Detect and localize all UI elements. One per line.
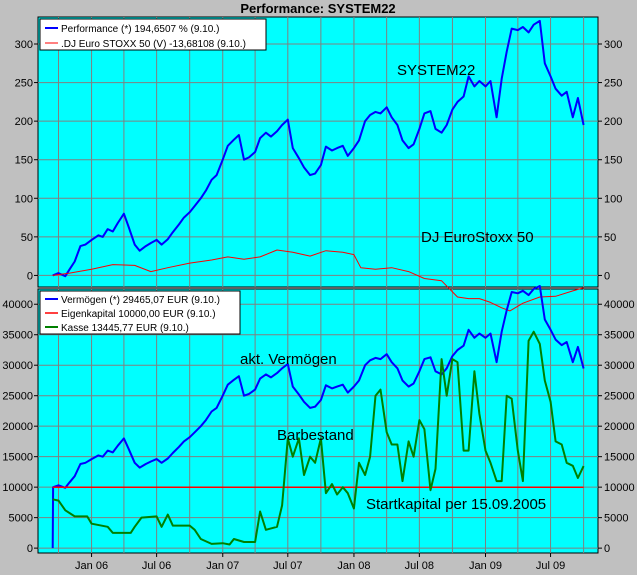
bottom-legend-box [39, 290, 241, 335]
bottom-left-tick-label: 10000 [2, 482, 33, 494]
bottom-left-tick-label: 35000 [2, 330, 33, 342]
bottom-legend-label-eigenkapital: Eigenkapital 10000,00 EUR (9.10.) [61, 309, 216, 320]
top-left-tick-label: 0 [27, 270, 33, 282]
bottom-right-tick-label: 15000 [604, 452, 635, 464]
bottom-left-tick-label: 0 [27, 543, 33, 555]
bottom-legend-label-kasse: Kasse 13445,77 EUR (9.10.) [61, 323, 189, 334]
bottom-left-tick-label: 15000 [2, 452, 33, 464]
top-ticks: 0 0 50 50 100 100 150 150 200 200 250 250 300 300 [15, 39, 623, 282]
bottom-series [51, 285, 585, 549]
top-series-line-0 [52, 19, 585, 278]
bottom-left-tick-label: 40000 [2, 299, 33, 311]
top-right-tick-label: 200 [604, 116, 622, 128]
bottom-ticks: 0 0 5000 5000 10000 10000 15000 15000 20000 20000… [2, 299, 634, 555]
x-tick-label: Jan 09 [469, 560, 502, 572]
annotation-system22: SYSTEM22 [397, 62, 475, 79]
bottom-right-tick-label: 25000 [604, 391, 635, 403]
bottom-left-tick-label: 20000 [2, 421, 33, 433]
top-right-tick-label: 100 [604, 193, 622, 205]
top-right-tick-label: 300 [604, 39, 622, 51]
top-left-tick-label: 250 [15, 78, 33, 90]
top-right-tick-label: 250 [604, 78, 622, 90]
chart-title: Performance: SYSTEM22 [240, 1, 395, 16]
bottom-right-tick-label: 35000 [604, 330, 635, 342]
bottom-right-tick-label: 0 [604, 543, 610, 555]
annotation-barbestand: Barbestand [277, 427, 354, 444]
x-tick-label: Jan 07 [206, 560, 239, 572]
bottom-right-tick-label: 30000 [604, 360, 635, 372]
top-right-tick-label: 0 [604, 270, 610, 282]
top-series-line-1 [52, 249, 584, 312]
top-legend-label-eurostoxx: .DJ Euro STOXX 50 (V) -13,68108 (9.10.) [61, 39, 246, 50]
bottom-left-tick-label: 5000 [9, 513, 33, 525]
top-right-tick-label: 150 [604, 155, 622, 167]
top-series [52, 19, 585, 312]
annotation-eurostoxx: DJ EuroStoxx 50 [421, 229, 534, 246]
bottom-series-line-2 [52, 330, 585, 546]
bottom-right-tick-label: 5000 [604, 513, 628, 525]
bottom-legend: Vermögen (*) 29465,07 EUR (9.10.) Eigenk… [39, 290, 241, 335]
top-right-tick-label: 50 [604, 232, 616, 244]
annotation-akt-vermoegen: akt. Vermögen [240, 351, 337, 368]
top-legend-label-performance: Performance (*) 194,6507 % (9.10.) [61, 24, 219, 35]
top-legend: Performance (*) 194,6507 % (9.10.) .DJ E… [39, 18, 267, 51]
x-axis-ticks: Jan 06 Jul 06 Jan 07 Jul 07 Jan 08 Jul 08 Jan … [75, 553, 565, 572]
annotation-startkapital: Startkapital per 15.09.2005 [366, 496, 546, 513]
top-left-tick-label: 50 [21, 232, 33, 244]
x-tick-label: Jul 08 [405, 560, 434, 572]
x-tick-label: Jan 06 [75, 560, 108, 572]
bottom-left-tick-label: 30000 [2, 360, 33, 372]
bottom-series-line-0 [51, 285, 585, 549]
top-left-tick-label: 100 [15, 193, 33, 205]
top-left-tick-label: 300 [15, 39, 33, 51]
bottom-right-tick-label: 20000 [604, 421, 635, 433]
top-left-tick-label: 150 [15, 155, 33, 167]
top-left-tick-label: 200 [15, 116, 33, 128]
x-tick-label: Jul 07 [273, 560, 302, 572]
x-tick-label: Jul 09 [536, 560, 565, 572]
x-tick-label: Jan 08 [337, 560, 370, 572]
top-legend-box [39, 18, 267, 51]
top-plot-area [37, 16, 599, 288]
bottom-right-tick-label: 10000 [604, 482, 635, 494]
x-tick-label: Jul 06 [142, 560, 171, 572]
bottom-legend-label-vermoegen: Vermögen (*) 29465,07 EUR (9.10.) [61, 295, 220, 306]
bottom-left-tick-label: 25000 [2, 391, 33, 403]
bottom-right-tick-label: 40000 [604, 299, 635, 311]
